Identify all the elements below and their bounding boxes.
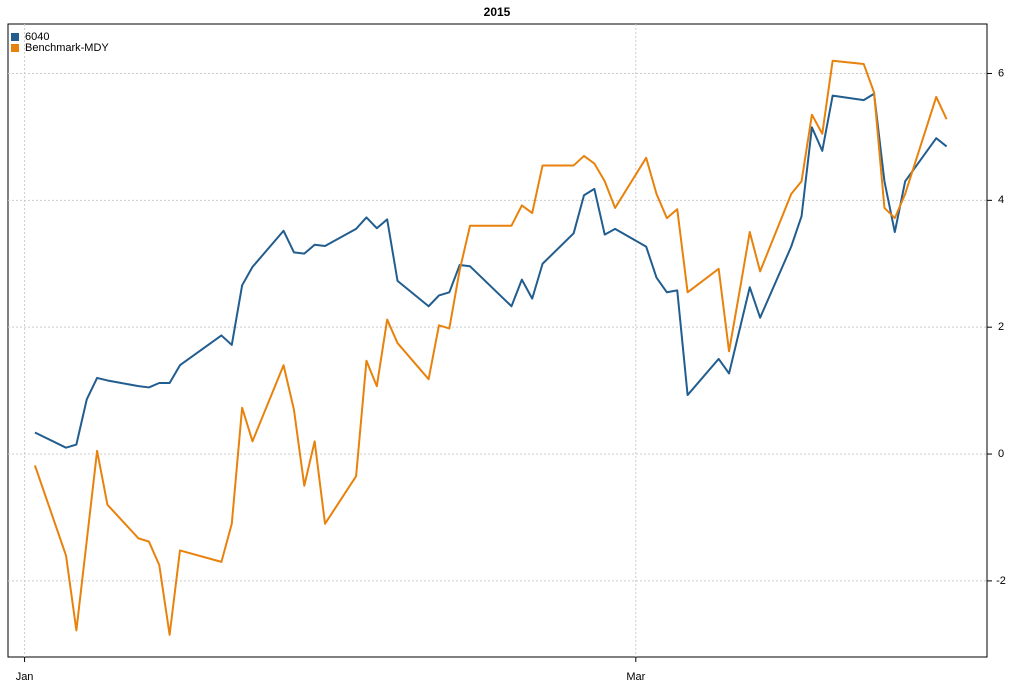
x-tick-label: Mar: [626, 671, 645, 683]
chart-title: 2015: [484, 5, 511, 19]
x-tick-label: Jan: [16, 671, 34, 683]
y-tick-label: 2: [998, 321, 1004, 333]
legend-label: Benchmark-MDY: [25, 42, 109, 54]
legend-label: 6040: [25, 31, 49, 43]
legend-swatch: [11, 44, 19, 52]
y-tick-label: 6: [998, 67, 1004, 79]
plot-frame: [7, 23, 988, 658]
y-tick-label: 4: [998, 194, 1004, 206]
y-tick-label: 0: [998, 448, 1004, 460]
legend-swatch: [11, 33, 19, 41]
series-line: [33, 59, 948, 636]
series-line: [34, 92, 948, 449]
y-tick-label: -2: [996, 575, 1006, 587]
